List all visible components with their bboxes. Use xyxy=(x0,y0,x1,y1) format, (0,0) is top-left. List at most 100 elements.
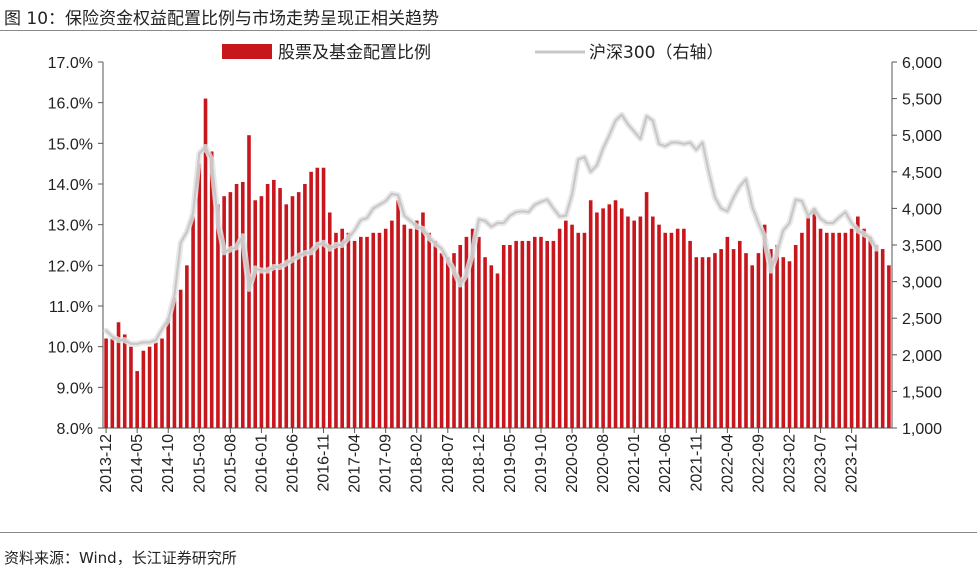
x-tick-label: 2022-09 xyxy=(750,434,767,493)
x-tick-label: 2021-06 xyxy=(657,434,674,493)
bar xyxy=(421,212,425,428)
bar xyxy=(626,216,630,428)
bar xyxy=(520,240,525,428)
bar xyxy=(433,240,438,428)
bar xyxy=(737,240,742,428)
bar xyxy=(824,232,829,428)
bar xyxy=(619,208,624,428)
x-tick-label: 2023-12 xyxy=(844,434,861,493)
bar xyxy=(228,192,233,428)
bar xyxy=(849,228,854,428)
bar xyxy=(793,245,798,428)
bar xyxy=(744,253,748,428)
x-tick-label: 2018-12 xyxy=(471,434,488,493)
bar xyxy=(762,224,767,428)
bar xyxy=(122,334,127,428)
bar xyxy=(185,265,189,428)
bar xyxy=(346,232,351,428)
bar xyxy=(191,216,195,428)
bar xyxy=(414,220,419,428)
x-tick-label: 2020-03 xyxy=(564,434,581,493)
x-tick-label: 2023-02 xyxy=(781,434,798,493)
bar xyxy=(638,216,643,428)
bar xyxy=(477,236,481,428)
bar xyxy=(178,289,183,428)
x-tick-label: 2020-08 xyxy=(595,434,612,493)
left-tick-label: 8.0% xyxy=(57,421,93,438)
bar xyxy=(601,208,605,428)
bar xyxy=(526,240,531,428)
bar xyxy=(439,253,444,428)
bar xyxy=(551,240,556,428)
bar xyxy=(688,240,692,428)
right-tick-label: 2,000 xyxy=(902,348,942,365)
bar xyxy=(613,200,618,428)
bar xyxy=(135,371,139,428)
bar xyxy=(787,261,792,428)
chart-canvas: 股票及基金配置比例 沪深300（右轴） 8.0% 9.0% 10.0% 11.0% 12… xyxy=(48,43,943,493)
bar xyxy=(856,216,860,428)
right-tick-label: 5,500 xyxy=(902,92,942,109)
bar-series xyxy=(104,98,891,429)
x-tick-label: 2018-02 xyxy=(409,434,426,493)
bar xyxy=(284,204,289,428)
bar xyxy=(110,338,115,428)
left-tick-label: 16.0% xyxy=(48,96,93,113)
bar xyxy=(781,257,786,428)
bar xyxy=(700,257,705,428)
bar xyxy=(166,318,171,428)
bar xyxy=(321,167,326,429)
left-tick-label: 14.0% xyxy=(48,177,93,194)
bar xyxy=(880,249,885,428)
bar xyxy=(265,184,270,428)
right-tick-label: 3,500 xyxy=(902,238,942,255)
bar xyxy=(706,257,711,428)
bar xyxy=(234,184,239,428)
bar xyxy=(800,232,804,428)
right-tick-label: 1,500 xyxy=(902,384,942,401)
bar xyxy=(104,338,108,428)
x-tick-label: 2016-11 xyxy=(316,434,333,492)
bar xyxy=(576,232,581,428)
bar xyxy=(272,179,276,428)
x-tick-label: 2021-11 xyxy=(688,434,705,492)
x-tick-label: 2014-10 xyxy=(160,434,177,493)
bar xyxy=(731,249,736,428)
bar xyxy=(539,236,543,428)
bar xyxy=(874,245,879,428)
bar xyxy=(514,240,518,428)
x-tick-label: 2017-09 xyxy=(378,434,395,493)
x-tick-label: 2013-12 xyxy=(98,434,115,493)
title-rule xyxy=(0,30,977,31)
x-tick-label: 2019-10 xyxy=(533,434,550,493)
left-tick-label: 12.0% xyxy=(48,258,93,275)
bar xyxy=(452,253,456,428)
bar xyxy=(663,232,668,428)
bar xyxy=(396,200,400,428)
bar xyxy=(588,200,593,428)
bar xyxy=(383,228,388,428)
x-tick-label: 2022-04 xyxy=(719,434,736,493)
bar xyxy=(501,245,506,428)
bar xyxy=(209,151,214,428)
bar xyxy=(719,249,723,428)
bar xyxy=(197,163,202,429)
bar xyxy=(259,196,264,428)
left-tick-label: 13.0% xyxy=(48,218,93,235)
bar xyxy=(843,232,848,428)
bar xyxy=(203,98,208,428)
bar xyxy=(837,232,841,428)
bar xyxy=(806,216,810,428)
bar xyxy=(682,228,686,428)
bar xyxy=(818,228,823,428)
bar xyxy=(290,196,295,428)
x-tick-label: 2015-03 xyxy=(191,434,208,493)
bar xyxy=(340,228,344,428)
bar xyxy=(831,232,835,428)
footer-rule xyxy=(0,532,977,533)
legend-bar-swatch xyxy=(222,44,272,59)
bar xyxy=(371,232,376,428)
bar xyxy=(390,220,394,428)
bar xyxy=(657,224,661,428)
bar xyxy=(172,297,177,428)
